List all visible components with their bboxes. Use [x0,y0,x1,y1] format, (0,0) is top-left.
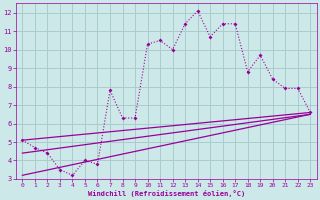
X-axis label: Windchill (Refroidissement éolien,°C): Windchill (Refroidissement éolien,°C) [88,190,245,197]
